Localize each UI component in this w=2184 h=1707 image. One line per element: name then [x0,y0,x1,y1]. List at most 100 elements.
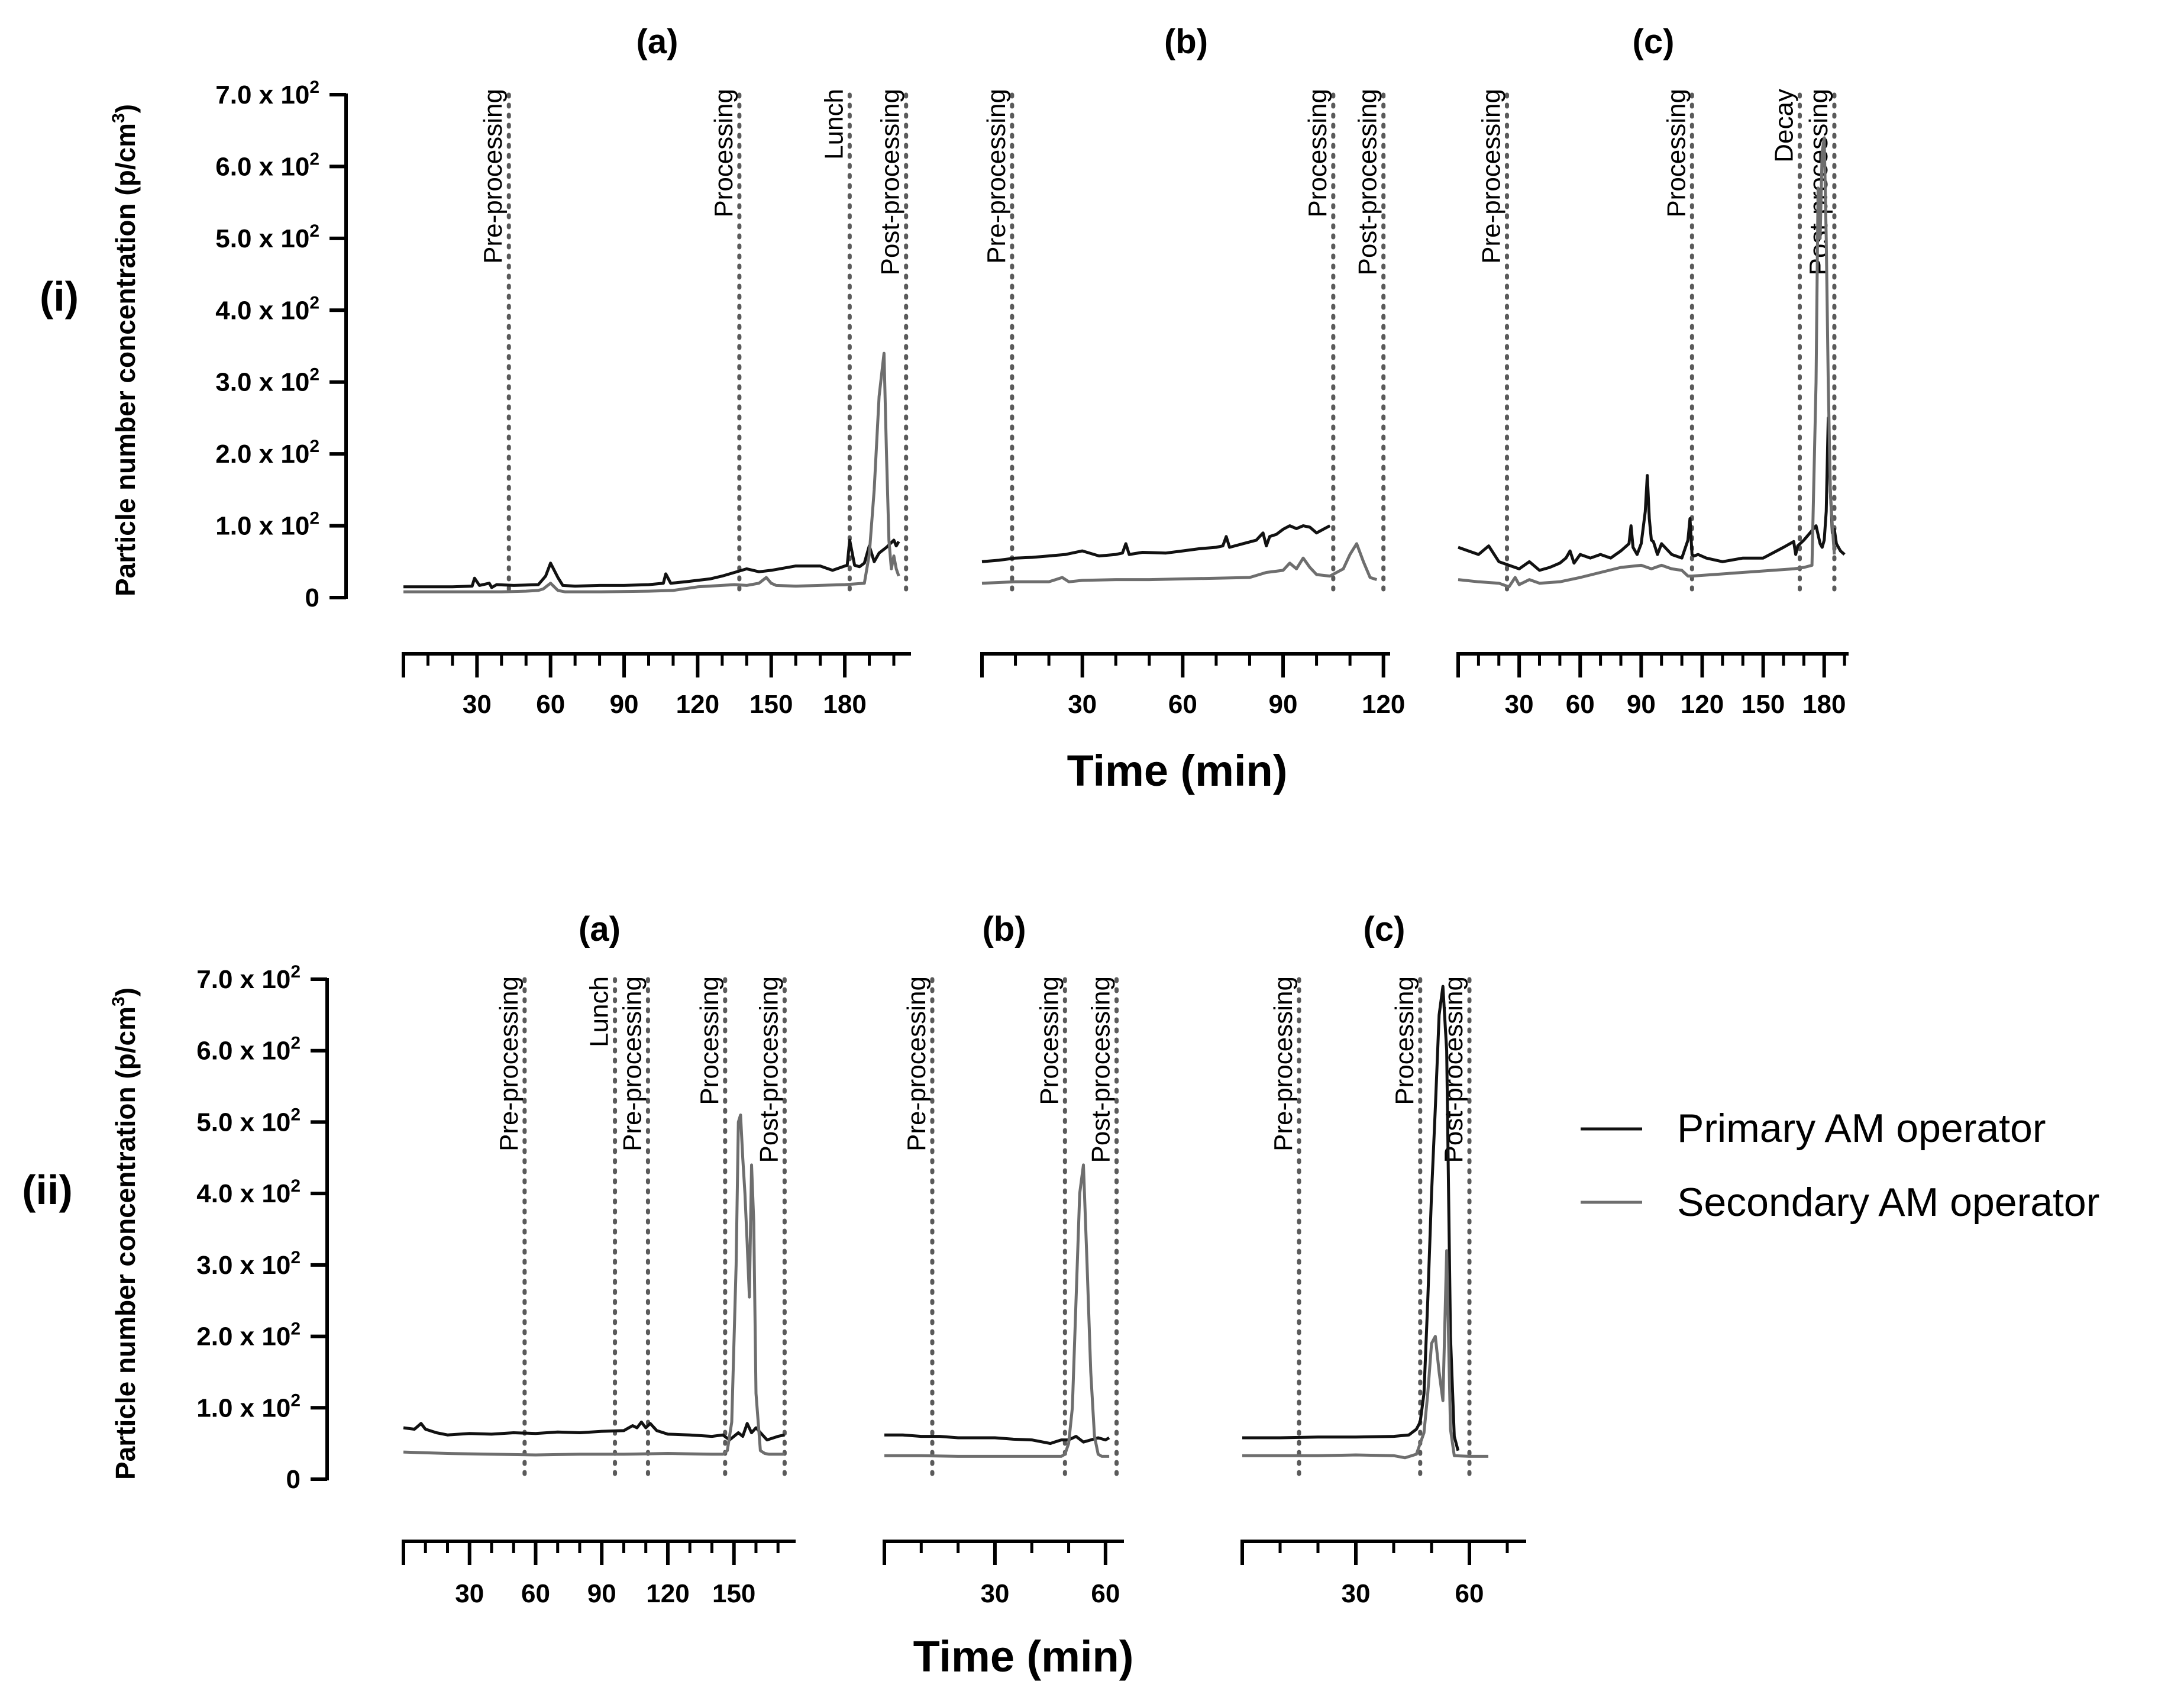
event-label: Pre-processing [479,89,508,264]
x-tick-label: 60 [1566,690,1595,719]
panel-i-b: (b) 30 60 90 120 Pre-processing Processing Post… [980,22,1405,719]
x-axis-label-ii: Time (min) [913,1632,1134,1681]
event-label: Lunch [819,89,848,160]
x-tick-label: 60 [1091,1579,1120,1608]
x-tick-label: 30 [1342,1579,1371,1608]
event-label: Post-processing [1087,976,1116,1163]
event-label: Decay [1770,89,1799,163]
y-tick-label: 5.0 x 102 [196,1105,301,1137]
y-tick-label: 1.0 x 102 [215,509,319,541]
event-label: Processing [1035,976,1064,1105]
panel-i-a: (a) 30 60 90 120 150 180 Pre-processing Processi… [402,22,911,719]
x-tick-label: 60 [1455,1579,1484,1608]
series-line-secondary [981,542,1378,585]
legend-label-primary: Primary AM operator [1677,1106,2046,1151]
series-line-secondary [403,1113,785,1457]
y-tick-label: 2.0 x 102 [196,1319,301,1351]
panel-title: (a) [637,22,679,61]
series-line-secondary [1242,1249,1488,1460]
series-line-secondary [403,351,900,593]
charts-layer: 0 1.0 x 102 2.0 x 102 3.0 x 102 4.0 x 102 5.0… [196,22,1849,1608]
legend: Primary AM operator Secondary AM operato… [1581,1106,2099,1225]
x-tick-label: 30 [980,1579,1009,1608]
y-tick-label: 3.0 x 102 [215,365,319,397]
event-label: Pre-processing [1477,89,1506,264]
x-tick-label: 60 [1168,690,1197,719]
panel-title: (b) [982,910,1026,948]
x-tick-label: 150 [749,690,793,719]
y-tick-label: 4.0 x 102 [215,293,319,325]
x-tick-label: 120 [1362,690,1405,719]
x-tick-label: 90 [610,690,639,719]
y-tick-label: 6.0 x 102 [215,149,319,181]
event-label: Pre-processing [902,976,931,1151]
panel-title: (c) [1633,22,1675,61]
x-tick-label: 120 [1681,690,1724,719]
x-tick-label: 90 [1627,690,1656,719]
y-tick-label: 2.0 x 102 [215,437,319,469]
event-label: Processing [695,976,724,1105]
x-tick-label: 120 [676,690,719,719]
y-tick-label: 6.0 x 102 [196,1034,301,1066]
event-label: Processing [1390,976,1419,1105]
x-tick-label: 30 [1068,690,1097,719]
series-line-primary [981,524,1331,563]
y-tick-label: 0 [305,583,319,612]
y-tick-label: 1.0 x 102 [196,1390,301,1422]
row-label-ii: (ii) [22,1167,73,1213]
event-label: Pre-processing [982,89,1011,264]
x-tick-label: 60 [536,690,565,719]
series-line-primary [1458,416,1846,572]
panel-title: (c) [1364,910,1406,948]
legend-label-secondary: Secondary AM operator [1677,1180,2099,1225]
series-line-primary [1242,985,1460,1451]
event-label: Post-processing [876,89,905,275]
event-label: Post-processing [754,976,783,1163]
y-tick-label: 3.0 x 102 [196,1248,301,1280]
y-tick-label: 0 [286,1465,301,1494]
x-tick-label: 120 [646,1579,689,1608]
event-label: Post-processing [1353,89,1382,275]
y-tick-label: 5.0 x 102 [215,221,319,253]
panel-ii-b: (b) 30 60 Pre-processing Processing Post-proc… [883,910,1124,1608]
series-line-primary [884,1433,1110,1445]
event-label: Processing [1662,89,1691,218]
x-tick-label: 150 [712,1579,755,1608]
event-label: Lunch [585,976,614,1047]
event-label: Processing [709,89,738,218]
x-tick-label: 30 [1505,690,1534,719]
x-tick-label: 30 [455,1579,484,1608]
event-label: Pre-processing [618,976,647,1151]
row-label-i: (i) [40,273,79,320]
x-tick-label: 60 [521,1579,550,1608]
y-axis-label-sup: 3 [109,113,128,123]
event-label: Pre-processing [495,976,524,1151]
y-tick-label: 7.0 x 102 [196,962,301,994]
x-tick-label: 90 [587,1579,616,1608]
series-line-secondary [1458,136,1836,589]
y-axis-row-1: 0 1.0 x 102 2.0 x 102 3.0 x 102 4.0 x 102 5.0… [215,78,348,612]
series-line-primary [403,1420,785,1442]
y-tick-label: 7.0 x 102 [215,78,319,109]
x-axis-label-i: Time (min) [1067,746,1288,795]
y-axis-label-ii: Particle number concentration (p/cm3) [109,988,141,1480]
series-line-primary [403,538,900,589]
x-tick-label: 150 [1742,690,1785,719]
y-axis-label-sup: 3 [109,996,128,1006]
x-tick-label: 180 [1802,690,1846,719]
y-axis-label-i: Particle number concentration (p/cm3) [109,104,141,596]
panel-i-c: (c) 30 60 90 120 150 180 Pre-processing Processi… [1456,22,1849,719]
x-tick-label: 90 [1269,690,1298,719]
event-label: Processing [1303,89,1332,218]
panel-title: (a) [579,910,621,948]
x-tick-label: 30 [463,690,492,719]
series-line-secondary [884,1163,1110,1458]
x-tick-label: 180 [823,690,866,719]
y-axis-row-2: 0 1.0 x 102 2.0 x 102 3.0 x 102 4.0 x 102 5.0… [196,962,329,1494]
y-tick-label: 4.0 x 102 [196,1176,301,1208]
panel-title: (b) [1164,22,1208,61]
event-label: Pre-processing [1269,976,1298,1151]
